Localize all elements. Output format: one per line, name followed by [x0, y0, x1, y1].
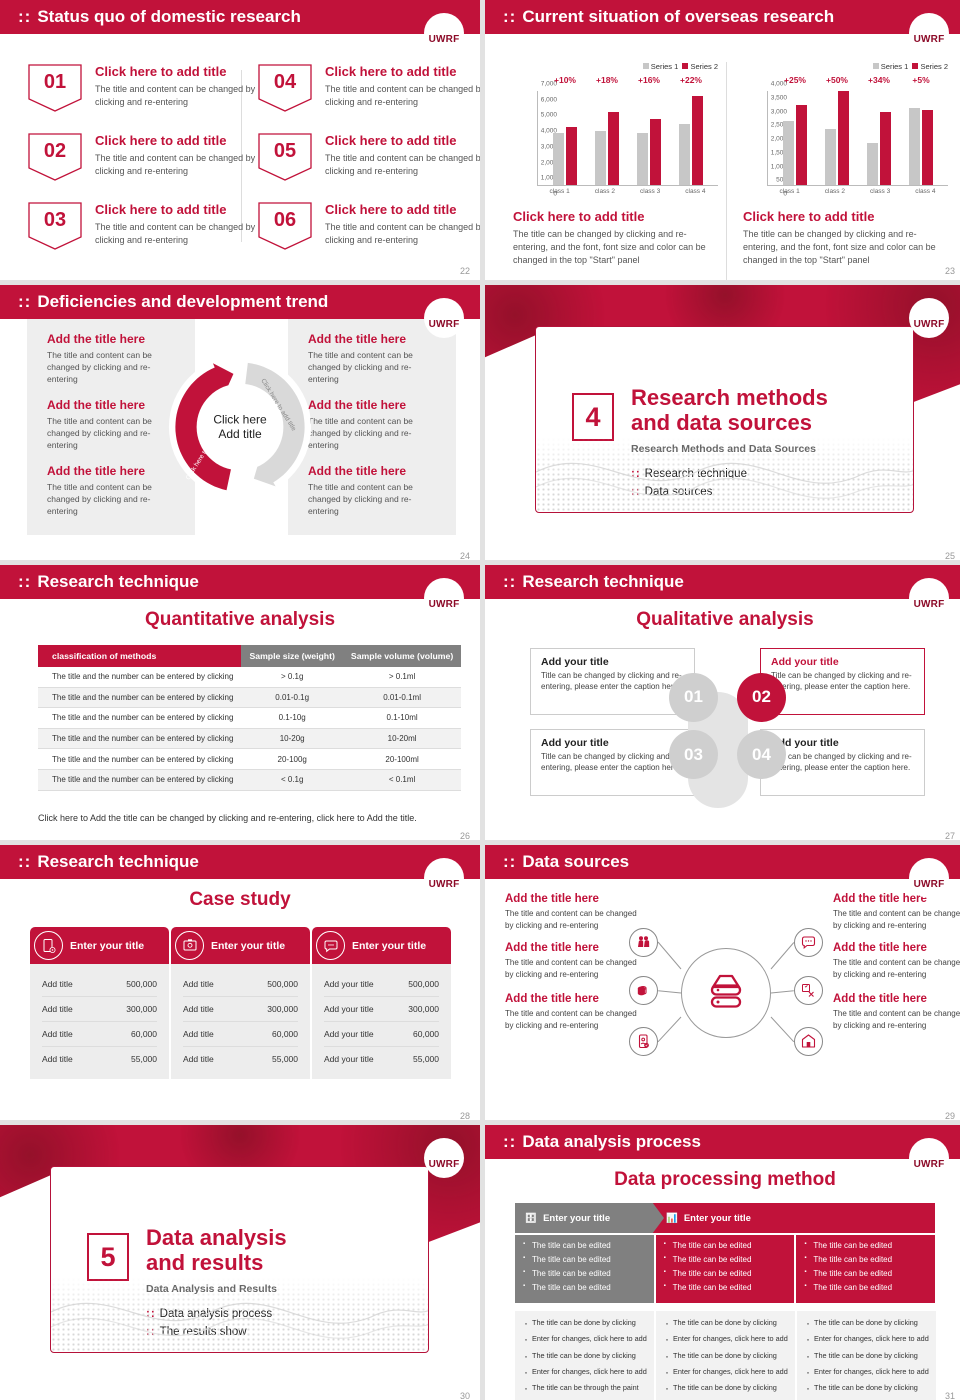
svg-text:Add title: Add title [218, 427, 262, 441]
svg-text:Click here: Click here [213, 412, 267, 426]
